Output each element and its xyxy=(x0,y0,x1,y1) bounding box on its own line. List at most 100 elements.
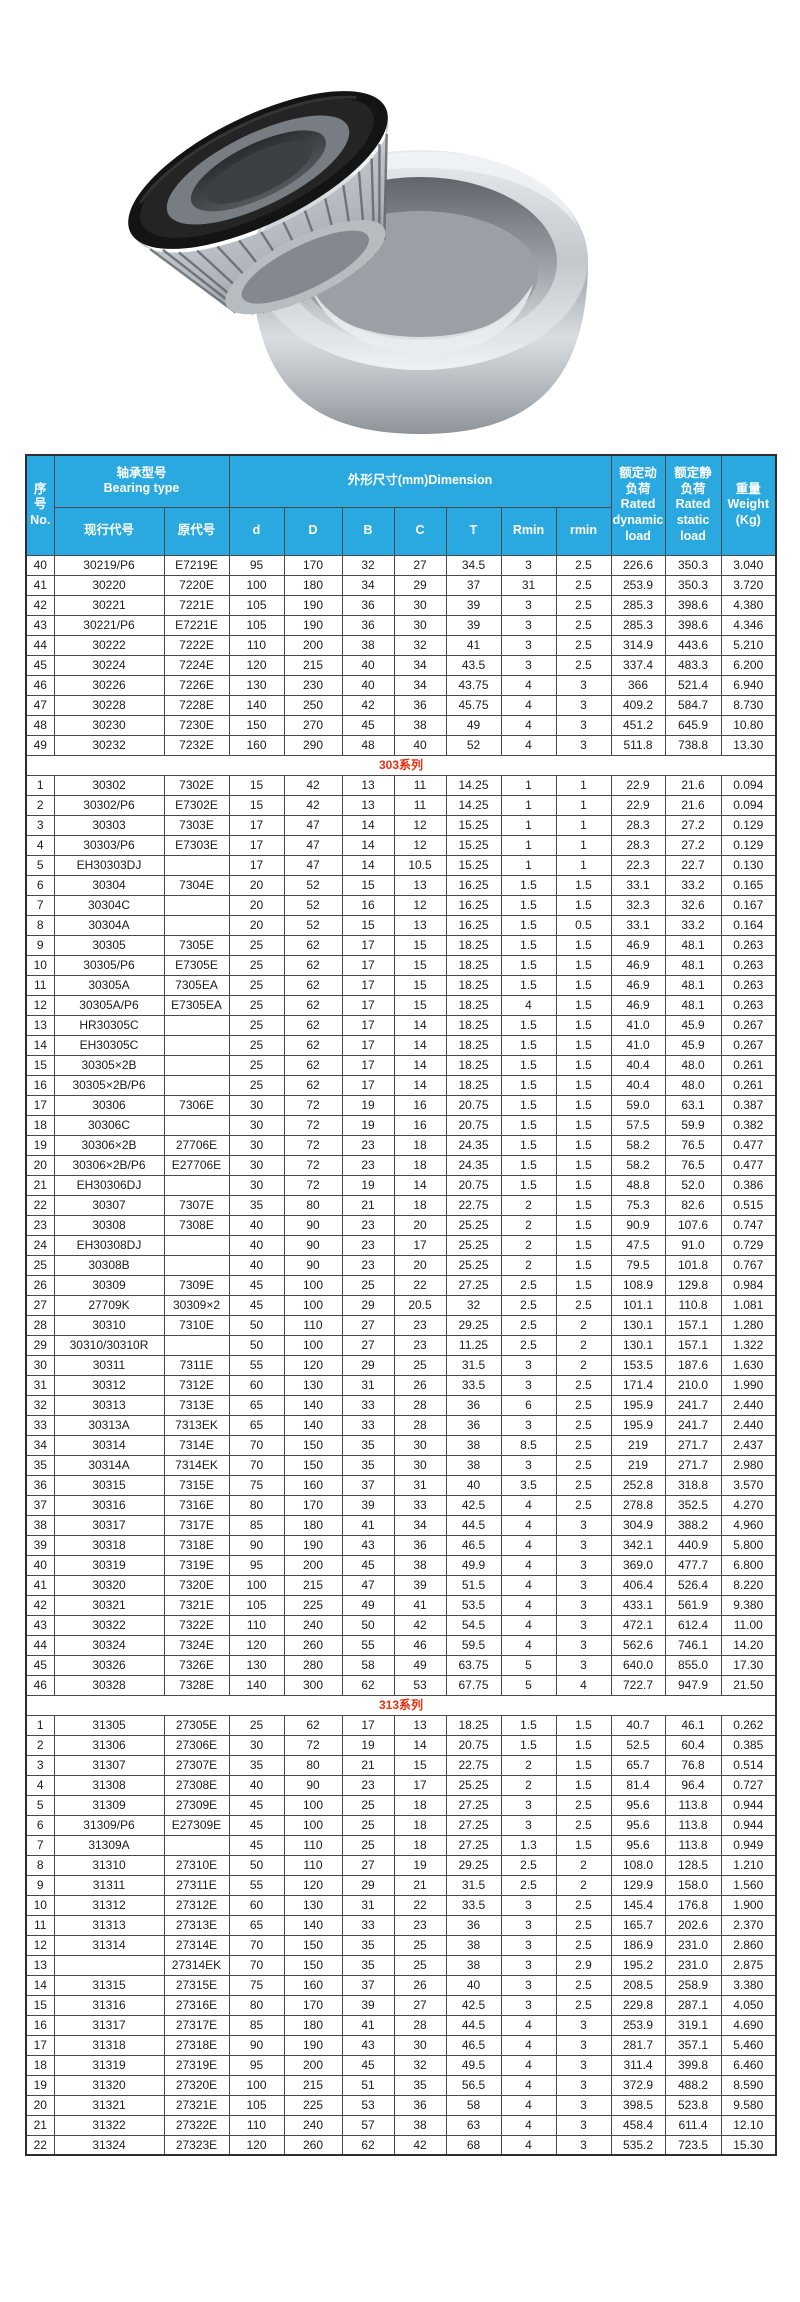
table-cell: 15 xyxy=(341,874,395,896)
table-row: 11 31313 27313E 65 140 33 23 36 3 2.5 165.7 202.6 2.… xyxy=(25,1914,777,1936)
table-cell: 27.25 xyxy=(445,1274,502,1296)
table-cell: 29 xyxy=(393,574,447,596)
table-cell: 140 xyxy=(228,1674,285,1696)
table-cell: 1.5 xyxy=(555,934,612,956)
table-cell: 2.5 xyxy=(555,1814,612,1836)
table-cell: 0.167 xyxy=(720,894,777,916)
table-cell: 4 xyxy=(500,2134,557,2156)
table-cell: 32.6 xyxy=(664,894,722,916)
table-cell: 30226 xyxy=(53,674,165,696)
table-cell: 59.9 xyxy=(664,1114,722,1136)
table-cell: 31315 xyxy=(53,1974,165,1996)
table-cell: 170 xyxy=(283,1494,343,1516)
table-cell: 80 xyxy=(228,1494,285,1516)
table-cell: 62 xyxy=(283,1074,343,1096)
table-cell: 48.1 xyxy=(664,954,722,976)
table-cell: 37 xyxy=(25,1494,55,1516)
table-cell: 3 xyxy=(555,1534,612,1556)
table-cell: 29 xyxy=(341,1874,395,1896)
table-cell: 24.35 xyxy=(445,1134,502,1156)
table-cell: 6.460 xyxy=(720,2054,777,2076)
table-cell: 30 xyxy=(393,594,447,616)
table-cell: 49 xyxy=(25,734,55,756)
table-cell: 23 xyxy=(25,1214,55,1236)
table-cell: 0.984 xyxy=(720,1274,777,1296)
table-cell: 30220 xyxy=(53,574,165,596)
table-cell: 186.9 xyxy=(610,1934,666,1956)
table-cell: 31310 xyxy=(53,1854,165,1876)
table-cell: E7221E xyxy=(163,614,230,636)
table-cell: 23 xyxy=(393,1314,447,1336)
table-cell: 7308E xyxy=(163,1214,230,1236)
table-cell: 5.210 xyxy=(720,634,777,656)
table-cell: 0.165 xyxy=(720,874,777,896)
table-cell: 157.1 xyxy=(664,1314,722,1336)
table-cell: 4 xyxy=(500,2094,557,2116)
table-cell: 10 xyxy=(25,954,55,976)
table-cell: 90 xyxy=(283,1774,343,1796)
table-cell: 62 xyxy=(283,1054,343,1076)
table-cell: 38 xyxy=(25,1514,55,1536)
table-cell: 75 xyxy=(228,1974,285,1996)
table-cell: 0.385 xyxy=(720,1734,777,1756)
spec-table-body: 40 30219/P6 E7219E 95 170 32 27 34.5 3 2.5 226.6 35… xyxy=(25,554,777,2156)
table-cell: 3 xyxy=(500,654,557,676)
table-cell: 30312 xyxy=(53,1374,165,1396)
table-cell: 33 xyxy=(341,1414,395,1436)
table-cell: 3 xyxy=(555,1554,612,1576)
table-cell: 30316 xyxy=(53,1494,165,1516)
table-cell: 1.5 xyxy=(555,1174,612,1196)
table-cell: 58.2 xyxy=(610,1134,666,1156)
table-cell: 31 xyxy=(25,1374,55,1396)
table-cell: 612.4 xyxy=(664,1614,722,1636)
table-cell: 65 xyxy=(228,1914,285,1936)
table-row: 45 30326 7326E 130 280 58 49 63.75 5 3 640.0 855.0 1… xyxy=(25,1654,777,1676)
table-cell: 32 xyxy=(341,554,395,576)
table-cell: 22.75 xyxy=(445,1194,502,1216)
table-cell: 30 xyxy=(228,1134,285,1156)
table-cell: 18.25 xyxy=(445,1034,502,1056)
table-cell: 50 xyxy=(228,1854,285,1876)
table-cell: 30314A xyxy=(53,1454,165,1476)
table-cell: 7303E xyxy=(163,814,230,836)
table-cell: 1 xyxy=(500,834,557,856)
table-cell: 195.9 xyxy=(610,1414,666,1436)
table-cell: 6 xyxy=(25,1814,55,1836)
table-cell: EH30308DJ xyxy=(53,1234,165,1256)
table-cell: 38 xyxy=(393,2114,447,2136)
table-cell: 18 xyxy=(393,1834,447,1856)
table-cell: 62 xyxy=(283,1034,343,1056)
table-cell: 1.5 xyxy=(555,974,612,996)
table-cell: 0.386 xyxy=(720,1174,777,1196)
table-cell: 225 xyxy=(283,1594,343,1616)
table-cell: 5 xyxy=(500,1674,557,1696)
table-cell: 30307 xyxy=(53,1194,165,1216)
table-cell: 39 xyxy=(341,1994,395,2016)
table-cell: 20 xyxy=(228,874,285,896)
table-cell: 8.590 xyxy=(720,2074,777,2096)
table-cell: 68 xyxy=(445,2134,502,2156)
table-cell: 30305×2B xyxy=(53,1054,165,1076)
table-cell: 44.5 xyxy=(445,2014,502,2036)
table-cell: 76.5 xyxy=(664,1134,722,1156)
table-cell: 33.2 xyxy=(664,874,722,896)
table-row: 1 31305 27305E 25 62 17 13 18.25 1.5 1.5 40.7 46.1 0… xyxy=(25,1714,777,1736)
table-cell: 2.5 xyxy=(500,1874,557,1896)
table-cell: 4.960 xyxy=(720,1514,777,1536)
table-cell: 398.6 xyxy=(664,594,722,616)
table-cell: 0.094 xyxy=(720,774,777,796)
table-cell: 23 xyxy=(341,1154,395,1176)
table-row: 15 30305×2B 25 62 17 14 18.25 1.5 1.5 40.4 48.0 0.2… xyxy=(25,1054,777,1076)
table-row: 43 30322 7322E 110 240 50 42 54.5 4 3 472.1 612.4 11… xyxy=(25,1614,777,1636)
table-cell: 15.25 xyxy=(445,854,502,876)
table-cell: 7317E xyxy=(163,1514,230,1536)
table-cell: 101.8 xyxy=(664,1254,722,1276)
table-cell: 15 xyxy=(393,934,447,956)
table-cell: 120 xyxy=(283,1354,343,1376)
table-cell: 62 xyxy=(283,954,343,976)
table-cell: 15 xyxy=(393,954,447,976)
table-cell: 160 xyxy=(283,1474,343,1496)
table-cell: 31311 xyxy=(53,1874,165,1896)
table-cell: 14 xyxy=(25,1034,55,1056)
table-cell: 31306 xyxy=(53,1734,165,1756)
